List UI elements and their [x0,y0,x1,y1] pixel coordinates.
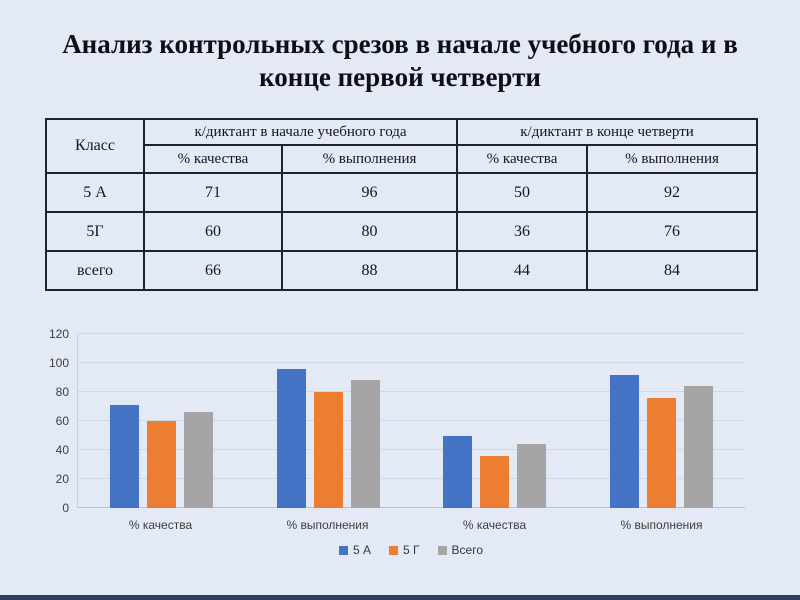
bar-Всего-group1 [183,412,213,508]
col-header-quality-1: % качества [143,144,283,174]
x-category-label: % выполнения [620,518,703,532]
legend-label: Всего [451,543,483,557]
table-row: 5Г 60 80 36 76 [45,211,759,252]
bar-5 Г-group4 [647,397,677,508]
col-header-start-of-year: к/диктант в начале учебного года [142,118,459,146]
legend-swatch-icon [389,545,399,555]
col-header-end-of-quarter: к/диктант в конце четверти [456,118,759,146]
bar-5 А-group4 [610,374,640,508]
value-cell: 96 [280,172,459,213]
gridline [78,362,745,363]
y-tick-label: 120 [48,327,69,341]
slide-footer-bar [0,595,800,600]
value-cell: 71 [143,172,283,213]
y-tick-label: 40 [55,443,69,457]
bar-5 Г-group1 [146,421,176,508]
legend-swatch-icon [339,545,348,555]
x-category-label: % выполнения [286,518,369,532]
bar-Всего-group4 [684,386,714,508]
bar-group [78,334,245,508]
gridline [78,420,745,421]
table-row: 5 А 71 96 50 92 [45,172,759,213]
chart-plot-area [77,333,745,508]
value-cell: 88 [280,250,459,291]
bar-5 А-group1 [109,405,139,508]
gridline [78,391,745,392]
legend-label: 5 Г [403,543,420,557]
bar-group [245,334,412,508]
value-cell: 76 [586,211,759,252]
value-cell: 44 [456,250,589,291]
col-header-quality-2: % качества [456,144,589,174]
y-tick-label: 0 [62,501,69,515]
bar-5 А-group2 [276,368,306,508]
value-cell: 66 [143,250,283,291]
row-class-cell: всего [45,250,145,291]
value-cell: 60 [143,211,283,252]
chart-y-axis: 0 20 40 60 80 100 120 [45,328,69,514]
value-cell: 36 [456,211,589,252]
y-tick-label: 80 [55,385,69,399]
value-cell: 80 [280,211,459,252]
bar-5 Г-group2 [313,392,343,508]
row-class-cell: 5 А [45,172,145,213]
col-header-completion-1: % выполнения [280,144,459,174]
bar-group [578,334,745,508]
bar-Всего-group2 [350,380,380,508]
legend-item-Всего: Всего [437,543,483,557]
chart-legend: 5 А 5 Г Всего [77,543,745,557]
value-cell: 50 [456,172,589,213]
bar-group [412,334,579,508]
legend-swatch-icon [437,545,447,555]
bar-Всего-group3 [517,444,547,508]
col-header-class: Класс [45,118,145,174]
row-class-cell: 5Г [45,211,145,252]
gridline [78,449,745,450]
bar-chart: 0 20 40 60 80 100 120 % качества% выполнения% … [45,326,765,566]
value-cell: 84 [586,250,759,291]
table-row: всего 66 88 44 84 [45,250,759,291]
legend-item-5 Г: 5 Г [389,543,420,557]
gridline [78,333,745,334]
legend-label: 5 А [353,543,372,557]
x-category-label: % качества [128,518,193,532]
col-header-completion-2: % выполнения [586,144,759,174]
chart-x-axis-labels: % качества % выполнения % качества % выполн… [77,518,745,532]
slide-title: Анализ контрольных срезов в начале учебн… [62,29,738,92]
bar-5 А-group3 [443,435,473,508]
results-table: Класс к/диктант в начале учебного года к… [45,118,759,291]
gridline [78,507,745,508]
value-cell: 92 [586,172,759,213]
y-tick-label: 20 [55,472,69,486]
gridline [78,478,745,479]
legend-item-5 А: 5 А [339,543,371,557]
y-tick-label: 100 [48,356,69,370]
bar-5 Г-group3 [480,455,510,508]
x-category-label: % качества [462,518,527,532]
y-tick-label: 60 [55,414,69,428]
